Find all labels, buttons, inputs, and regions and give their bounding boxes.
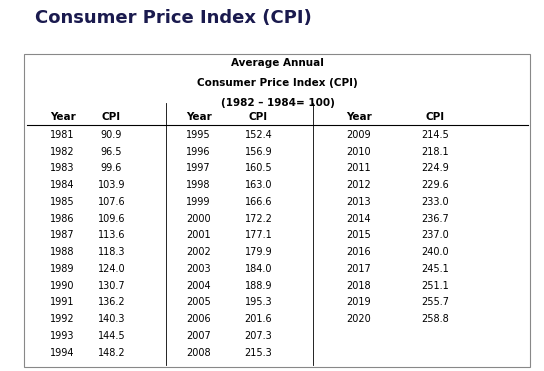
- Text: 1997: 1997: [186, 163, 211, 173]
- Text: 240.0: 240.0: [422, 247, 449, 257]
- Text: 2016: 2016: [347, 247, 372, 257]
- Text: 1986: 1986: [50, 214, 75, 224]
- Text: 1998: 1998: [186, 180, 211, 190]
- Text: 124.0: 124.0: [98, 264, 125, 274]
- Text: 1981: 1981: [50, 130, 75, 140]
- Text: 2014: 2014: [347, 214, 372, 224]
- Text: 140.3: 140.3: [98, 314, 125, 324]
- Text: 2004: 2004: [186, 280, 211, 290]
- Text: 99.6: 99.6: [101, 163, 122, 173]
- Text: 113.6: 113.6: [98, 230, 125, 240]
- Text: 207.3: 207.3: [244, 331, 273, 341]
- Text: 224.9: 224.9: [421, 163, 449, 173]
- Text: 2012: 2012: [347, 180, 372, 190]
- Text: Year: Year: [346, 112, 372, 122]
- Text: 166.6: 166.6: [245, 197, 272, 207]
- Text: 236.7: 236.7: [421, 214, 449, 224]
- Text: 188.9: 188.9: [245, 280, 272, 290]
- Text: 1996: 1996: [186, 147, 211, 157]
- Text: 2018: 2018: [347, 280, 372, 290]
- Text: Year: Year: [50, 112, 76, 122]
- Text: 107.6: 107.6: [98, 197, 125, 207]
- Text: 1985: 1985: [50, 197, 75, 207]
- Text: 2001: 2001: [186, 230, 211, 240]
- Text: 2005: 2005: [186, 297, 211, 307]
- Text: 103.9: 103.9: [98, 180, 125, 190]
- Text: 2006: 2006: [186, 314, 211, 324]
- Text: 2013: 2013: [347, 197, 372, 207]
- Text: 152.4: 152.4: [244, 130, 273, 140]
- Text: 237.0: 237.0: [421, 230, 449, 240]
- Text: 1992: 1992: [50, 314, 75, 324]
- Text: 2003: 2003: [186, 264, 211, 274]
- Text: 160.5: 160.5: [245, 163, 272, 173]
- Text: 179.9: 179.9: [245, 247, 272, 257]
- Text: 1988: 1988: [50, 247, 75, 257]
- Text: Average Annual: Average Annual: [231, 58, 324, 68]
- Text: 251.1: 251.1: [421, 280, 449, 290]
- Text: 1982: 1982: [50, 147, 75, 157]
- Text: 1993: 1993: [50, 331, 75, 341]
- Text: 163.0: 163.0: [245, 180, 272, 190]
- Text: 2015: 2015: [347, 230, 372, 240]
- Text: 1983: 1983: [50, 163, 75, 173]
- Text: 1989: 1989: [50, 264, 75, 274]
- Text: 1984: 1984: [50, 180, 75, 190]
- Text: 90.9: 90.9: [101, 130, 122, 140]
- Text: 258.8: 258.8: [421, 314, 449, 324]
- Text: 1995: 1995: [186, 130, 211, 140]
- Text: 148.2: 148.2: [98, 348, 125, 358]
- Text: (1982 – 1984= 100): (1982 – 1984= 100): [220, 98, 335, 108]
- Text: 1994: 1994: [50, 348, 75, 358]
- Text: 255.7: 255.7: [421, 297, 449, 307]
- Text: 130.7: 130.7: [98, 280, 125, 290]
- Text: 218.1: 218.1: [422, 147, 449, 157]
- Text: 2017: 2017: [347, 264, 372, 274]
- Text: 2000: 2000: [186, 214, 211, 224]
- Text: 2008: 2008: [186, 348, 211, 358]
- Text: 233.0: 233.0: [422, 197, 449, 207]
- Text: 195.3: 195.3: [245, 297, 272, 307]
- Text: 229.6: 229.6: [421, 180, 449, 190]
- Text: Consumer Price Index (CPI): Consumer Price Index (CPI): [35, 9, 312, 27]
- Text: 1991: 1991: [50, 297, 75, 307]
- Text: 156.9: 156.9: [245, 147, 272, 157]
- Text: 1999: 1999: [186, 197, 211, 207]
- Text: CPI: CPI: [102, 112, 121, 122]
- Text: 2002: 2002: [186, 247, 211, 257]
- Text: 96.5: 96.5: [101, 147, 122, 157]
- Text: Consumer Price Index (CPI): Consumer Price Index (CPI): [197, 78, 358, 88]
- Text: 1990: 1990: [50, 280, 75, 290]
- Text: 109.6: 109.6: [98, 214, 125, 224]
- Text: CPI: CPI: [425, 112, 445, 122]
- Text: 201.6: 201.6: [245, 314, 272, 324]
- Text: CPI: CPI: [249, 112, 268, 122]
- Text: 214.5: 214.5: [421, 130, 449, 140]
- Text: 144.5: 144.5: [98, 331, 125, 341]
- Text: 136.2: 136.2: [98, 297, 125, 307]
- Text: 215.3: 215.3: [244, 348, 273, 358]
- Text: 2007: 2007: [186, 331, 211, 341]
- Text: 1987: 1987: [50, 230, 75, 240]
- Text: 2020: 2020: [347, 314, 372, 324]
- Text: Year: Year: [186, 112, 212, 122]
- Text: 172.2: 172.2: [244, 214, 273, 224]
- Text: 118.3: 118.3: [98, 247, 125, 257]
- Text: 2010: 2010: [347, 147, 372, 157]
- Text: 245.1: 245.1: [421, 264, 449, 274]
- Text: 184.0: 184.0: [245, 264, 272, 274]
- Text: 2011: 2011: [347, 163, 372, 173]
- Text: 177.1: 177.1: [244, 230, 273, 240]
- Text: 2019: 2019: [347, 297, 372, 307]
- Text: 2009: 2009: [347, 130, 372, 140]
